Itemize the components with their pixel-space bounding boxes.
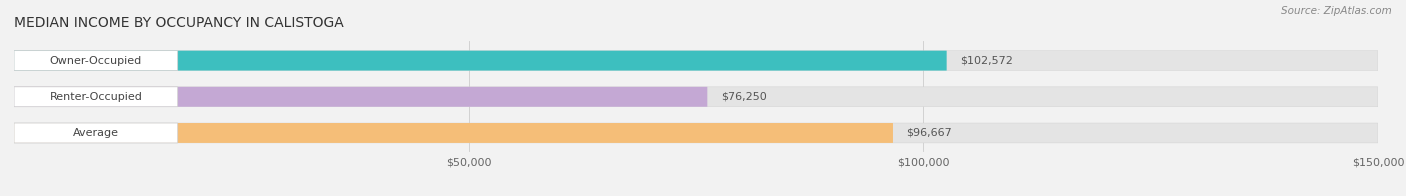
FancyBboxPatch shape — [14, 51, 946, 71]
Text: $102,572: $102,572 — [960, 56, 1014, 66]
FancyBboxPatch shape — [14, 51, 177, 71]
FancyBboxPatch shape — [14, 51, 1378, 71]
Text: Renter-Occupied: Renter-Occupied — [49, 92, 142, 102]
FancyBboxPatch shape — [14, 123, 177, 143]
FancyBboxPatch shape — [14, 87, 177, 107]
FancyBboxPatch shape — [14, 123, 893, 143]
Text: Source: ZipAtlas.com: Source: ZipAtlas.com — [1281, 6, 1392, 16]
Text: Average: Average — [73, 128, 120, 138]
Text: MEDIAN INCOME BY OCCUPANCY IN CALISTOGA: MEDIAN INCOME BY OCCUPANCY IN CALISTOGA — [14, 16, 344, 30]
Text: $76,250: $76,250 — [721, 92, 766, 102]
Text: $96,667: $96,667 — [907, 128, 952, 138]
Text: Owner-Occupied: Owner-Occupied — [49, 56, 142, 66]
FancyBboxPatch shape — [14, 87, 1378, 107]
FancyBboxPatch shape — [14, 123, 1378, 143]
FancyBboxPatch shape — [14, 87, 707, 107]
